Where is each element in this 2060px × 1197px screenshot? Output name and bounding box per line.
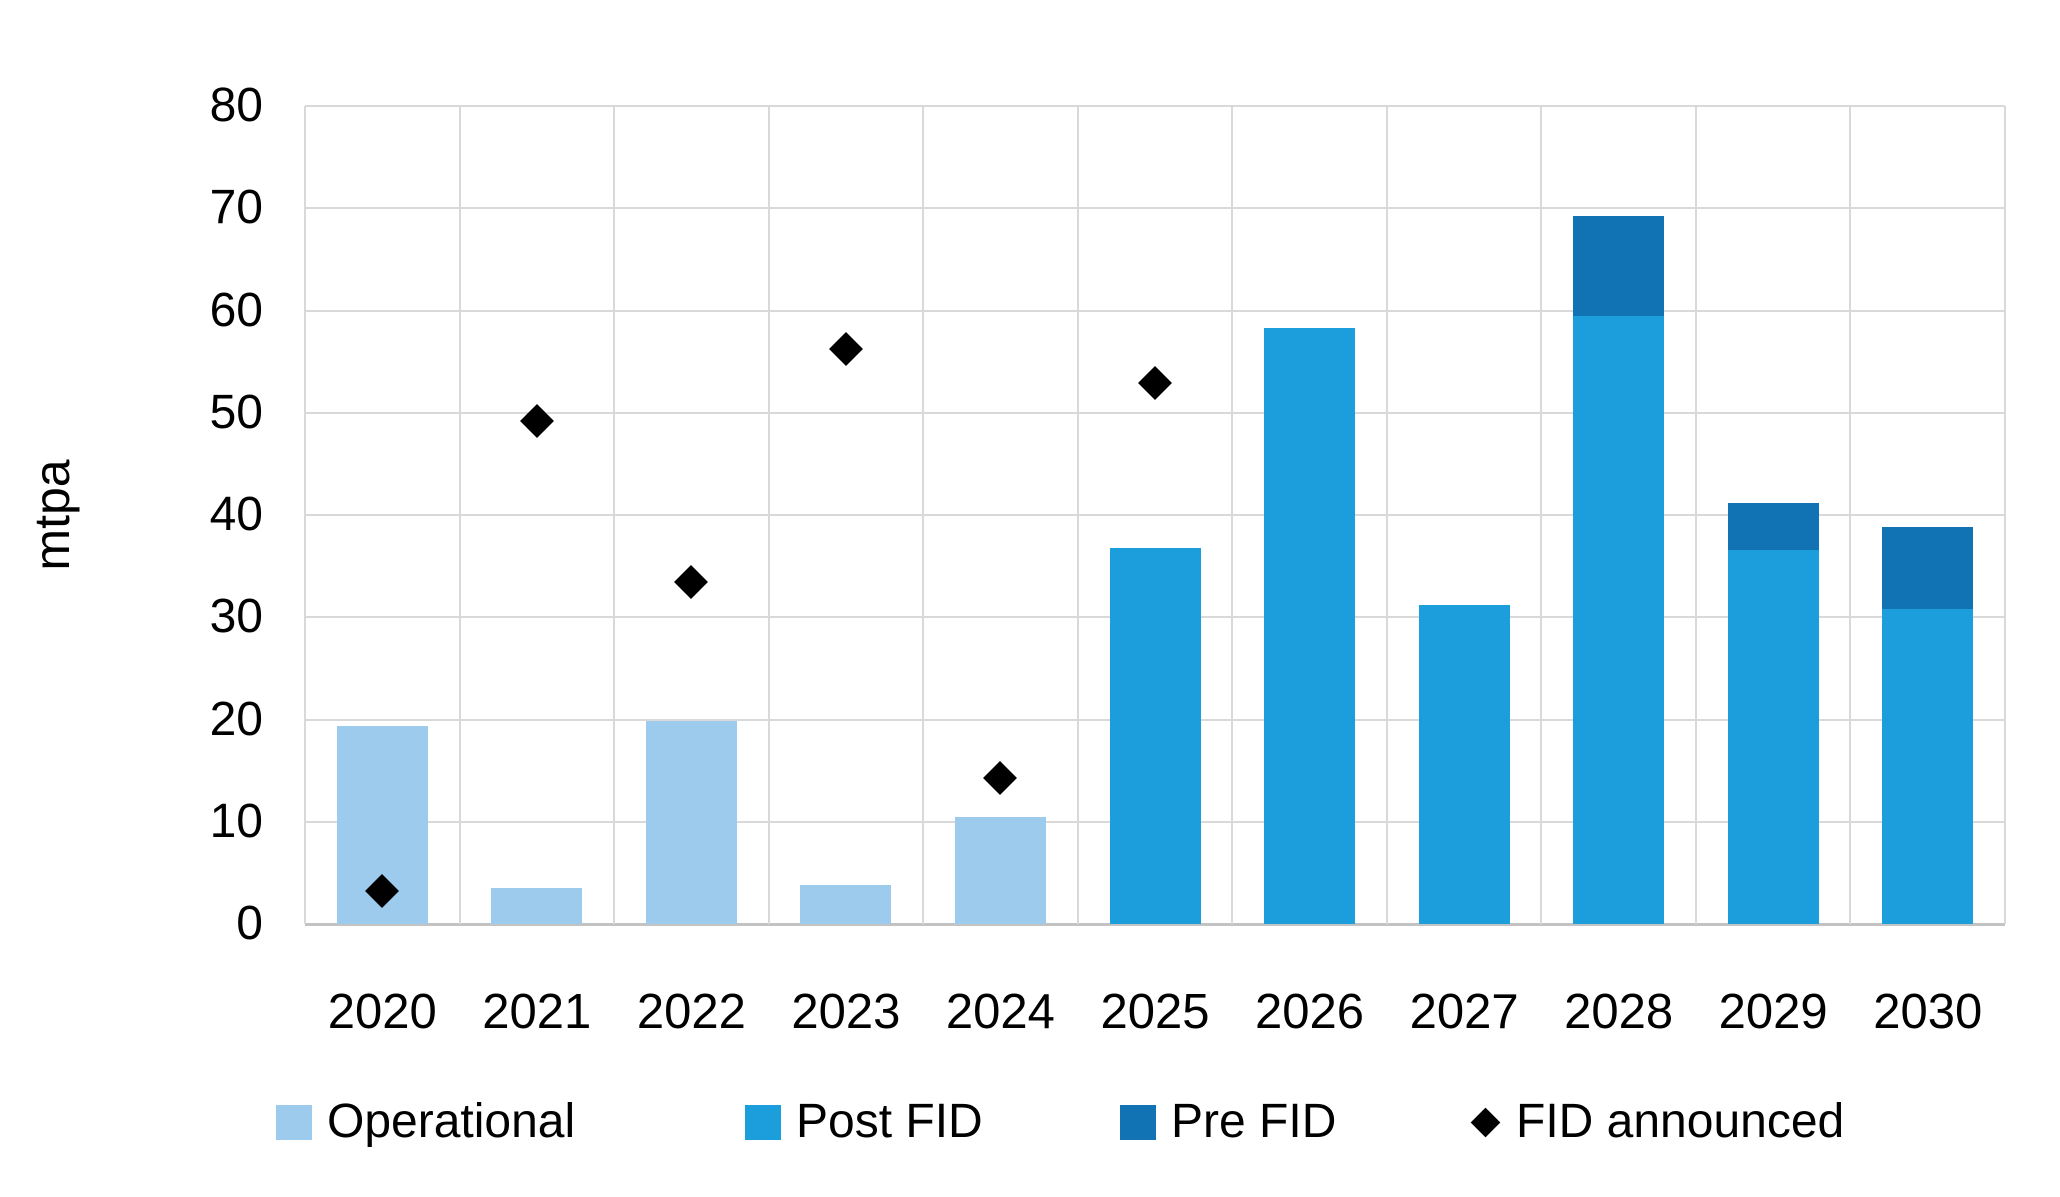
y-tick-label: 50: [209, 385, 263, 439]
legend-label: Pre FID: [1171, 1095, 1337, 1148]
y-tick-label: 40: [209, 488, 263, 541]
x-tick-label: 2022: [636, 985, 746, 1039]
gridline-vertical: [1076, 106, 1079, 924]
x-tick-label: 2026: [1255, 985, 1365, 1039]
legend-item-fid-announced: FID announced: [1470, 1096, 1844, 1148]
bar-segment-post-fid: [1573, 315, 1665, 924]
y-tick-label: 80: [209, 79, 263, 132]
x-tick-label: 2020: [327, 985, 437, 1039]
gridline-vertical: [1385, 106, 1388, 924]
fid-announced-marker: [1138, 366, 1172, 401]
x-tick-label: 2030: [1873, 985, 1983, 1039]
chart-legend: Operational Post FID Pre FID FID announced: [0, 1096, 2060, 1148]
x-tick-label: 2023: [791, 985, 901, 1039]
bar-segment-post-fid: [1418, 604, 1510, 924]
y-tick-label: 10: [209, 794, 263, 848]
gridline-horizontal: [305, 105, 2005, 107]
fid-announced-marker: [674, 565, 709, 600]
x-tick-label: 2028: [1564, 985, 1674, 1039]
gridline-vertical: [1849, 106, 1852, 924]
gridline-vertical: [2004, 106, 2006, 924]
x-tick-label: 2024: [945, 985, 1055, 1039]
legend-swatch-icon: [1120, 1104, 1156, 1140]
gridline-vertical: [922, 106, 925, 924]
y-tick-label: 0: [236, 897, 263, 950]
fid-announced-marker: [519, 403, 554, 438]
bar-segment-operational: [645, 720, 737, 924]
x-tick-label: 2029: [1718, 985, 1828, 1039]
bar-segment-pre-fid: [1882, 527, 1974, 610]
x-axis-line: [305, 923, 2005, 926]
gridline-horizontal: [305, 309, 2005, 312]
x-tick-label: 2025: [1100, 985, 1210, 1039]
gridline-horizontal: [305, 411, 2005, 414]
fid-announced-marker: [983, 760, 1018, 795]
gridline-vertical: [458, 106, 461, 924]
gridline-horizontal: [305, 207, 2005, 210]
legend-label: Post FID: [796, 1095, 983, 1148]
bar-segment-pre-fid: [1573, 216, 1665, 316]
x-tick-label: 2021: [482, 985, 592, 1039]
fid-announced-marker: [828, 332, 863, 367]
y-tick-label: 20: [209, 692, 263, 746]
bar-segment-operational: [954, 816, 1046, 924]
y-tick-label: 30: [209, 590, 263, 644]
y-tick-label: 70: [209, 181, 263, 235]
bar-segment-operational: [491, 888, 583, 924]
legend-item-post-fid: Post FID: [745, 1096, 983, 1148]
gridline-vertical: [1231, 106, 1234, 924]
gridline-vertical: [613, 106, 616, 924]
gridline-horizontal: [305, 514, 2005, 516]
gridline-vertical: [1540, 106, 1543, 924]
y-tick-label: 60: [209, 283, 263, 337]
bar-segment-post-fid: [1109, 547, 1201, 924]
legend-label: Operational: [327, 1095, 576, 1148]
legend-item-pre-fid: Pre FID: [1120, 1096, 1336, 1148]
legend-diamond-icon: [1470, 1107, 1501, 1137]
bar-segment-post-fid: [1882, 609, 1974, 924]
legend-swatch-icon: [276, 1104, 312, 1140]
legend-item-operational: Operational: [276, 1096, 575, 1148]
bar-segment-operational: [800, 885, 892, 924]
bar-segment-pre-fid: [1727, 502, 1819, 550]
bar-segment-post-fid: [1727, 549, 1819, 924]
gridline-vertical: [304, 106, 306, 924]
x-tick-label: 2027: [1409, 985, 1519, 1039]
bar-segment-post-fid: [1264, 327, 1356, 924]
gridline-vertical: [767, 106, 770, 924]
legend-label: FID announced: [1516, 1095, 1845, 1148]
gridline-vertical: [1694, 106, 1697, 924]
legend-swatch-icon: [745, 1104, 781, 1140]
